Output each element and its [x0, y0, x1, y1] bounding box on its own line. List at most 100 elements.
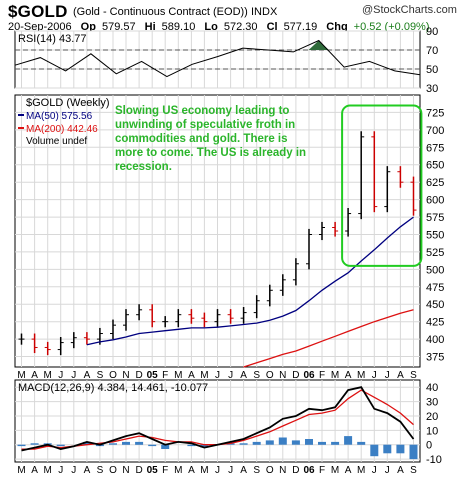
price-legend-title: $GOLD (Weekly)	[26, 97, 110, 109]
brand-watermark: @StockCharts.com	[362, 4, 457, 16]
macd-histogram-bar	[200, 444, 209, 448]
quote-line: 20-Sep-2006 Op 579.57 Hi 589.10 Lo 572.30 C…	[8, 21, 453, 33]
macd-ytick-label: 30	[426, 397, 438, 409]
macd-histogram-bar	[239, 443, 248, 445]
macd-histogram-bar	[396, 444, 405, 454]
macd-xtick-label: D	[292, 465, 299, 476]
macd-xtick-label: M	[174, 465, 182, 476]
price-xtick-label: O	[266, 370, 274, 381]
price-ytick-label: 600	[426, 195, 444, 207]
price-xtick-label: M	[44, 370, 52, 381]
low-value: 572.30	[223, 21, 258, 33]
highlight-box	[341, 104, 423, 267]
price-xtick-label: N	[279, 370, 286, 381]
high-value: 589.10	[161, 21, 196, 33]
macd-histogram-bar	[109, 443, 117, 445]
macd-histogram-bar	[278, 437, 287, 445]
macd-ytick-label: -10	[426, 454, 442, 466]
price-xtick-label: O	[109, 370, 117, 381]
macd-histogram-bar	[161, 444, 170, 449]
macd-ytick-label: 20	[426, 411, 438, 423]
price-xtick-label: A	[240, 370, 247, 381]
price-xtick-label: J	[228, 370, 233, 381]
price-xtick-label: A	[188, 370, 195, 381]
price-xtick-label: N	[122, 370, 129, 381]
price-ytick-label: 500	[426, 264, 444, 276]
rsi-legend: RSI(14) 43.77	[18, 33, 86, 45]
price-xtick-label: M	[331, 370, 339, 381]
macd-histogram-bar	[357, 441, 366, 445]
macd-xtick-label: J	[71, 465, 76, 476]
macd-histogram-bar	[56, 444, 65, 447]
price-ytick-label: 675	[426, 142, 444, 154]
price-ytick-label: 375	[426, 352, 444, 364]
macd-histogram-bar	[135, 441, 144, 445]
macd-histogram-bar	[82, 441, 91, 445]
macd-histogram-bar	[370, 444, 379, 457]
price-xtick-label: F	[162, 370, 168, 381]
macd-histogram-bar	[148, 444, 157, 447]
macd-xtick-label: O	[109, 465, 117, 476]
price-ytick-label: 575	[426, 212, 444, 224]
macd-histogram-bar	[383, 444, 392, 454]
macd-xtick-label: A	[31, 465, 38, 476]
close-value: 577.19	[283, 21, 318, 33]
ma50-legend: MA(50) 575.56	[26, 111, 93, 122]
price-xtick-label: J	[372, 370, 377, 381]
macd-xtick-label: F	[162, 465, 168, 476]
ma200-line	[243, 309, 414, 368]
rsi-ytick-label: 70	[426, 45, 438, 57]
macd-xtick-label: M	[44, 465, 52, 476]
macd-histogram-bar	[265, 440, 274, 445]
chart-subtitle: (Gold - Continuous Contract (EOD))	[73, 6, 248, 18]
quote-date: 20-Sep-2006	[8, 21, 72, 33]
price-ytick-label: 700	[426, 125, 444, 137]
macd-xtick-label: M	[331, 465, 339, 476]
macd-histogram-bar	[291, 440, 300, 445]
macd-xtick-label: S	[97, 465, 104, 476]
price-ytick-label: 625	[426, 177, 444, 189]
rsi-line	[14, 39, 421, 78]
macd-histogram-bar	[30, 443, 39, 445]
chg-label: Chg	[326, 21, 348, 33]
open-value: 579.57	[101, 21, 136, 33]
macd-xtick-label: J	[58, 465, 63, 476]
macd-histogram-bar	[122, 441, 130, 445]
price-xtick-label: F	[319, 370, 325, 381]
macd-ytick-label: 40	[426, 382, 438, 394]
macd-xtick-label: 06	[303, 465, 315, 476]
macd-xtick-label: J	[215, 465, 220, 476]
macd-histogram-bar	[318, 441, 326, 445]
macd-xtick-label: N	[122, 465, 129, 476]
price-ytick-label: 725	[426, 107, 444, 119]
macd-legend: MACD(12,26,9) 4.384, 14.461, -10.077	[18, 382, 208, 394]
macd-xtick-label: A	[345, 465, 352, 476]
ma50-line	[86, 216, 414, 346]
chg-value: +0.52 (+0.09%)	[353, 21, 430, 33]
macd-xtick-label: A	[240, 465, 247, 476]
price-xtick-label: M	[174, 370, 182, 381]
macd-xtick-label: J	[385, 465, 390, 476]
price-ytick-label: 550	[426, 230, 444, 242]
price-xtick-label: D	[135, 370, 142, 381]
price-xtick-label: J	[71, 370, 76, 381]
macd-ytick-label: 10	[426, 425, 438, 437]
volume-legend: Volume undef	[26, 136, 87, 147]
close-label: Cl	[266, 21, 278, 33]
macd-histogram-bar	[305, 439, 313, 445]
rsi-ytick-label: 90	[426, 26, 438, 38]
macd-xtick-label: A	[188, 465, 195, 476]
price-ytick-label: 525	[426, 247, 444, 259]
price-ytick-label: 475	[426, 282, 444, 294]
price-xtick-label: A	[84, 370, 91, 381]
ticker-symbol: $GOLD	[8, 2, 68, 21]
annotation-text: Slowing US economy leading to unwinding …	[115, 105, 307, 173]
price-ytick-label: 400	[426, 334, 444, 346]
macd-histogram-bar	[331, 441, 340, 445]
high-label: Hi	[144, 21, 156, 33]
price-xtick-label: A	[397, 370, 404, 381]
ma200-legend: MA(200) 442.46	[26, 124, 98, 135]
price-xtick-label: D	[292, 370, 299, 381]
macd-histogram-bar	[252, 441, 261, 445]
